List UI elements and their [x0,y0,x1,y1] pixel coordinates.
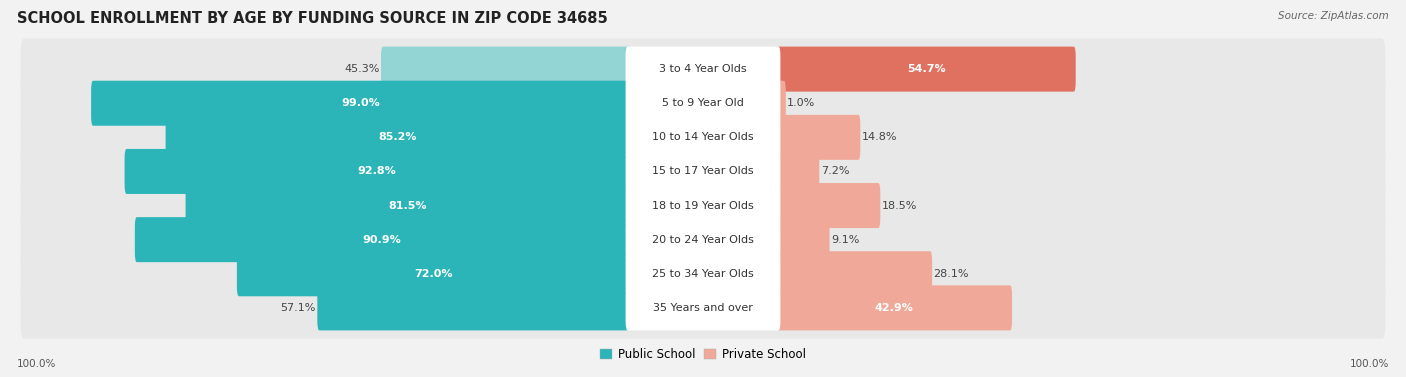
FancyBboxPatch shape [21,243,1385,305]
Text: 42.9%: 42.9% [875,303,914,313]
Text: 100.0%: 100.0% [1350,359,1389,369]
FancyBboxPatch shape [626,149,780,194]
FancyBboxPatch shape [21,38,1385,100]
FancyBboxPatch shape [166,115,630,160]
FancyBboxPatch shape [21,107,1385,168]
FancyBboxPatch shape [21,72,1385,134]
FancyBboxPatch shape [626,47,780,92]
FancyBboxPatch shape [776,47,1076,92]
Text: 1.0%: 1.0% [787,98,815,108]
Text: 10 to 14 Year Olds: 10 to 14 Year Olds [652,132,754,143]
Text: 20 to 24 Year Olds: 20 to 24 Year Olds [652,234,754,245]
FancyBboxPatch shape [135,217,630,262]
FancyBboxPatch shape [776,81,786,126]
Text: 57.1%: 57.1% [281,303,316,313]
Legend: Public School, Private School: Public School, Private School [595,343,811,366]
Text: SCHOOL ENROLLMENT BY AGE BY FUNDING SOURCE IN ZIP CODE 34685: SCHOOL ENROLLMENT BY AGE BY FUNDING SOUR… [17,11,607,26]
FancyBboxPatch shape [186,183,630,228]
FancyBboxPatch shape [21,141,1385,202]
Text: 28.1%: 28.1% [934,269,969,279]
Text: 18.5%: 18.5% [882,201,917,211]
FancyBboxPatch shape [626,285,780,330]
FancyBboxPatch shape [21,175,1385,236]
FancyBboxPatch shape [381,47,630,92]
Text: 100.0%: 100.0% [17,359,56,369]
FancyBboxPatch shape [776,251,932,296]
FancyBboxPatch shape [125,149,630,194]
FancyBboxPatch shape [21,209,1385,270]
Text: 54.7%: 54.7% [907,64,945,74]
FancyBboxPatch shape [626,217,780,262]
FancyBboxPatch shape [318,285,630,330]
Text: 18 to 19 Year Olds: 18 to 19 Year Olds [652,201,754,211]
Text: 15 to 17 Year Olds: 15 to 17 Year Olds [652,166,754,176]
FancyBboxPatch shape [776,115,860,160]
FancyBboxPatch shape [21,277,1385,339]
Text: 9.1%: 9.1% [831,234,859,245]
FancyBboxPatch shape [776,217,830,262]
Text: 5 to 9 Year Old: 5 to 9 Year Old [662,98,744,108]
FancyBboxPatch shape [236,251,630,296]
Text: 3 to 4 Year Olds: 3 to 4 Year Olds [659,64,747,74]
Text: 90.9%: 90.9% [363,234,402,245]
FancyBboxPatch shape [776,285,1012,330]
Text: 85.2%: 85.2% [378,132,416,143]
Text: 14.8%: 14.8% [862,132,897,143]
Text: 99.0%: 99.0% [340,98,380,108]
Text: Source: ZipAtlas.com: Source: ZipAtlas.com [1278,11,1389,21]
FancyBboxPatch shape [626,81,780,126]
Text: 92.8%: 92.8% [357,166,396,176]
FancyBboxPatch shape [776,183,880,228]
Text: 72.0%: 72.0% [413,269,453,279]
Text: 25 to 34 Year Olds: 25 to 34 Year Olds [652,269,754,279]
Text: 45.3%: 45.3% [344,64,380,74]
Text: 81.5%: 81.5% [388,201,427,211]
Text: 35 Years and over: 35 Years and over [652,303,754,313]
FancyBboxPatch shape [626,183,780,228]
FancyBboxPatch shape [776,149,820,194]
Text: 7.2%: 7.2% [821,166,849,176]
FancyBboxPatch shape [626,115,780,160]
FancyBboxPatch shape [626,251,780,296]
FancyBboxPatch shape [91,81,630,126]
